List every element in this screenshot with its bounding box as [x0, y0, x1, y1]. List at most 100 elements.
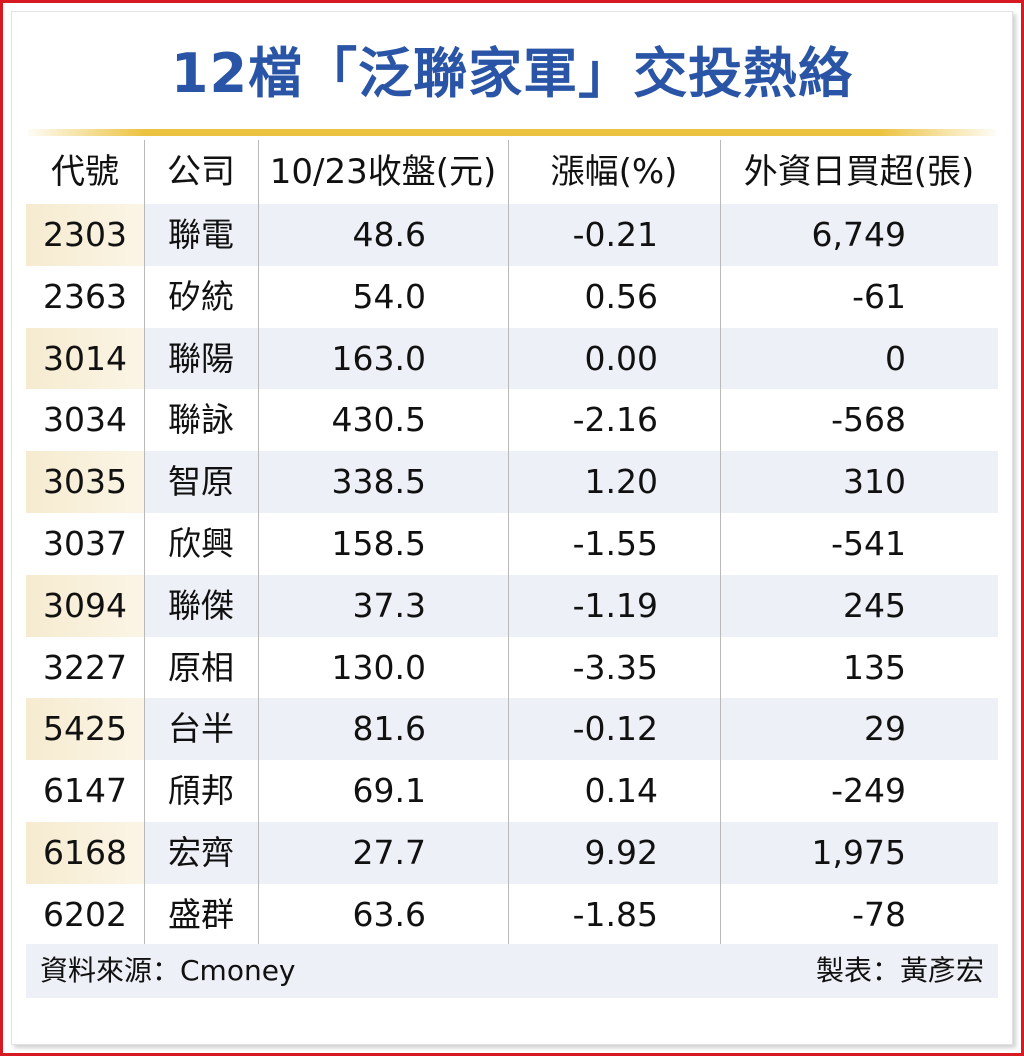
- row-shade-code: [26, 204, 144, 266]
- table-row: 6202 盛群 63.6 -1.85 -78: [26, 884, 998, 946]
- stock-code-cell: 3094: [43, 585, 127, 625]
- row-shade-code: [26, 821, 144, 884]
- stock-code-cell: 6147: [43, 771, 127, 811]
- close-price-cell: 163.0: [331, 338, 426, 378]
- close-price-cell: 130.0: [331, 647, 426, 687]
- close-price-cell: 430.5: [331, 400, 426, 440]
- foreign-net-buy-cell: 135: [843, 647, 906, 687]
- header-change-pct: 漲幅(%): [550, 152, 678, 192]
- company-name-cell: 聯電: [168, 215, 234, 254]
- table-row: 5425 台半 81.6 -0.12 29: [26, 698, 998, 761]
- header-code: 代號: [51, 152, 119, 192]
- foreign-net-buy-cell: -61: [852, 276, 906, 316]
- header-foreign-net-buy: 外資日買超(張): [743, 152, 975, 192]
- stock-code-cell: 3034: [43, 400, 127, 440]
- stock-code-cell: 3227: [43, 647, 127, 687]
- close-price-cell: 81.6: [352, 709, 426, 749]
- table-header: 代號 公司 10/23收盤(元) 漲幅(%) 外資日買超(張): [26, 140, 998, 204]
- company-name-cell: 台半: [168, 709, 234, 749]
- table-row: 6147 頎邦 69.1 0.14 -249: [26, 760, 998, 822]
- table-row: 3035 智原 338.5 1.20 310: [26, 451, 998, 513]
- foreign-net-buy-cell: 245: [843, 585, 906, 625]
- foreign-net-buy-cell: -541: [831, 523, 906, 563]
- row-shade: [144, 821, 998, 884]
- company-name-cell: 矽統: [168, 276, 234, 316]
- header-close-price: 10/23收盤(元): [269, 152, 497, 192]
- table-row: 2363 矽統 54.0 0.56 -61: [26, 266, 998, 328]
- foreign-net-buy-cell: 0: [885, 338, 906, 378]
- change-pct-cell: -2.16: [572, 400, 658, 440]
- stock-code-cell: 3014: [43, 338, 127, 378]
- row-shade: [144, 698, 998, 761]
- table-row: 3037 欣興 158.5 -1.55 -541: [26, 513, 998, 575]
- company-name-cell: 盛群: [168, 894, 234, 934]
- stock-code-cell: 2303: [43, 215, 127, 254]
- title-underline: [28, 129, 996, 136]
- foreign-net-buy-cell: 29: [864, 709, 906, 749]
- table-row: 3034 聯詠 430.5 -2.16 -568: [26, 389, 998, 451]
- row-shade: [144, 574, 998, 637]
- close-price-cell: 37.3: [352, 585, 426, 625]
- company-name-cell: 欣興: [168, 523, 234, 563]
- foreign-net-buy-cell: 310: [843, 462, 906, 502]
- stock-code-cell: 2363: [43, 276, 127, 316]
- close-price-cell: 54.0: [352, 276, 426, 316]
- company-name-cell: 頎邦: [168, 771, 234, 811]
- foreign-net-buy-cell: -249: [831, 771, 906, 811]
- change-pct-cell: -1.55: [572, 523, 658, 563]
- table-row: 3094 聯傑 37.3 -1.19 245: [26, 574, 998, 637]
- change-pct-cell: -1.19: [572, 585, 658, 625]
- inner-panel: [11, 11, 1013, 1045]
- column-divider: [258, 140, 259, 944]
- table-row: 3227 原相 130.0 -3.35 135: [26, 637, 998, 699]
- source-note: 資料來源：Cmoney: [40, 954, 296, 987]
- header-company: 公司: [167, 152, 235, 192]
- column-divider: [720, 140, 721, 944]
- change-pct-cell: -3.35: [572, 647, 658, 687]
- close-price-cell: 158.5: [331, 523, 426, 563]
- company-name-cell: 聯詠: [168, 400, 234, 440]
- close-price-cell: 48.6: [352, 215, 426, 254]
- company-name-cell: 宏齊: [168, 832, 234, 872]
- table-row: 6168 宏齊 27.7 9.92 1,975: [26, 821, 998, 884]
- table-footer: 資料來源：Cmoney 製表：黃彥宏: [26, 944, 998, 998]
- stock-code-cell: 5425: [43, 709, 127, 749]
- company-name-cell: 智原: [168, 462, 234, 502]
- change-pct-cell: 0.56: [584, 276, 658, 316]
- foreign-net-buy-cell: -78: [852, 894, 906, 934]
- close-price-cell: 27.7: [352, 832, 426, 872]
- maker-note: 製表：黃彥宏: [815, 954, 984, 987]
- stock-code-cell: 6168: [43, 832, 127, 872]
- change-pct-cell: -0.21: [572, 215, 658, 254]
- change-pct-cell: -1.85: [572, 894, 658, 934]
- chart-title: 12檔「泛聯家軍」交投熱絡: [170, 42, 854, 105]
- row-shade: [144, 451, 998, 513]
- row-shade-code: [26, 574, 144, 637]
- close-price-cell: 338.5: [331, 462, 426, 502]
- foreign-net-buy-cell: 6,749: [811, 215, 906, 254]
- company-name-cell: 聯傑: [168, 585, 234, 625]
- change-pct-cell: 0.14: [584, 771, 658, 811]
- stock-code-cell: 6202: [43, 894, 127, 934]
- close-price-cell: 69.1: [352, 771, 426, 811]
- table-row: 3014 聯陽 163.0 0.00 0: [26, 327, 998, 390]
- foreign-net-buy-cell: 1,975: [811, 832, 906, 872]
- company-name-cell: 原相: [168, 647, 234, 687]
- column-divider: [508, 140, 509, 944]
- foreign-net-buy-cell: -568: [831, 400, 906, 440]
- change-pct-cell: 0.00: [584, 338, 658, 378]
- row-shade-code: [26, 451, 144, 513]
- change-pct-cell: 1.20: [584, 462, 658, 502]
- company-name-cell: 聯陽: [168, 338, 234, 378]
- change-pct-cell: 9.92: [584, 832, 658, 872]
- close-price-cell: 63.6: [352, 894, 426, 934]
- stock-code-cell: 3037: [43, 523, 127, 563]
- row-shade: [144, 204, 998, 266]
- row-shade-code: [26, 327, 144, 390]
- table-body: 2303 聯電 48.6 -0.21 6,749 2363 矽統 54.0 0.56 -61 301…: [26, 204, 998, 946]
- row-shade-code: [26, 698, 144, 761]
- column-divider: [144, 140, 145, 944]
- change-pct-cell: -0.12: [572, 709, 658, 749]
- table-row: 2303 聯電 48.6 -0.21 6,749: [26, 204, 998, 266]
- row-shade: [144, 327, 998, 390]
